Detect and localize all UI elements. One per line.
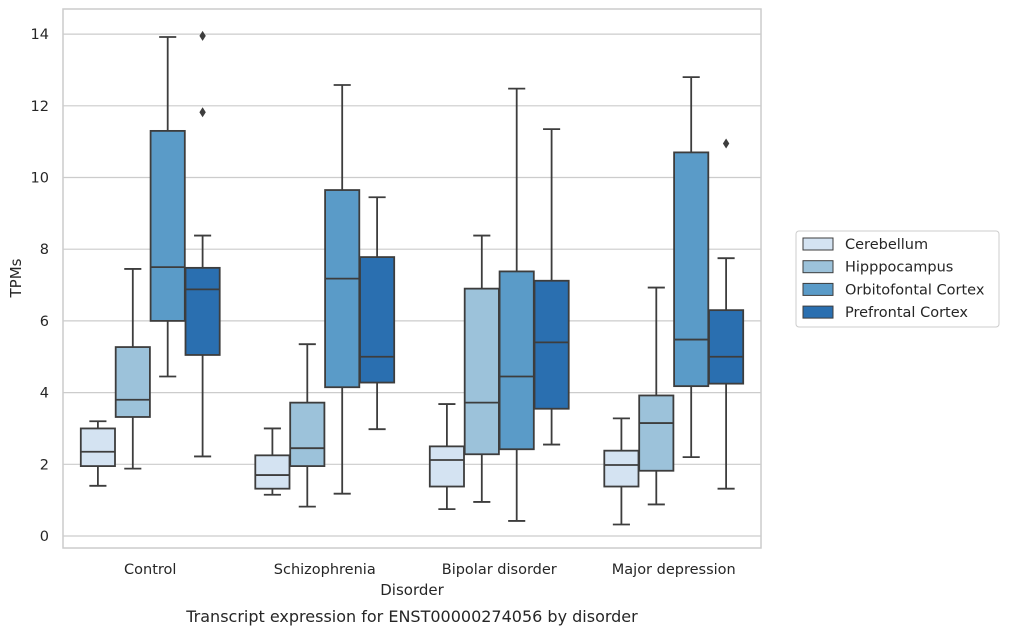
box-iqr [114,346,151,418]
box-iqr [463,287,500,456]
outlier-marker [199,107,206,118]
box-group [428,403,465,511]
box-group [533,128,570,446]
box-group [289,343,326,508]
legend-label: Prefrontal Cortex [845,305,968,321]
legend-swatch [802,260,834,274]
y-tick-label: 10 [31,171,49,187]
box-iqr [289,401,326,467]
y-tick-label: 8 [40,242,49,258]
legend-swatch [802,282,834,296]
legend-items: Cerebellum Hipppocampus Orbitofontal Corte… [802,237,985,321]
box-iqr [708,309,745,385]
box-iqr [533,279,570,410]
box-iqr [254,454,291,490]
y-tick-label: 4 [40,386,49,402]
box-iqr [603,449,640,488]
box-group [324,84,361,495]
x-tick-label: Bipolar disorder [442,562,557,578]
box-group [673,76,710,459]
legend-swatch [802,305,834,319]
box-group [603,417,640,526]
y-tick-labels: 0 2 4 6 8 10 12 14 [31,27,49,545]
box-iqr [359,256,396,384]
figure-caption: Transcript expression for ENST0000027405… [185,607,638,626]
legend-label: Orbitofontal Cortex [845,282,985,298]
box-iqr [498,270,535,451]
box-group [254,427,291,496]
box-series [79,30,745,526]
box-iqr [673,151,710,388]
legend-swatch [802,237,834,251]
x-tick-label: Schizophrenia [274,562,376,578]
legend-label: Cerebellum [845,237,928,253]
legend: Cerebellum Hipppocampus Orbitofontal Corte… [795,230,1000,328]
x-tick-label: Control [124,562,176,578]
y-tick-label: 0 [40,529,49,545]
box-iqr [149,129,186,322]
y-tick-label: 2 [40,457,49,473]
box-group [149,36,186,378]
box-iqr [638,394,675,472]
y-tick-label: 14 [31,27,49,43]
legend-label: Hipppocampus [845,260,953,276]
outlier-marker [722,138,730,149]
box-group [359,196,396,431]
x-tick-label: Major depression [612,562,736,578]
box-iqr [79,427,116,467]
box-iqr [324,189,361,389]
outlier-marker [199,30,206,41]
box-group [708,138,745,490]
y-axis-label: TPMs [7,258,25,298]
legend-frame [795,230,1000,328]
x-tick-labels: Control Schizophrenia Bipolar disorder Majo… [124,562,736,578]
box-group [114,268,151,470]
y-tick-label: 12 [31,99,49,115]
y-tick-label: 6 [40,314,49,330]
plot-frame [62,8,762,549]
x-axis-label: Disorder [380,581,444,599]
box-iqr [428,445,465,488]
box-group [79,420,116,487]
box-iqr [184,266,221,356]
box-group [638,286,675,506]
box-group [184,30,221,458]
